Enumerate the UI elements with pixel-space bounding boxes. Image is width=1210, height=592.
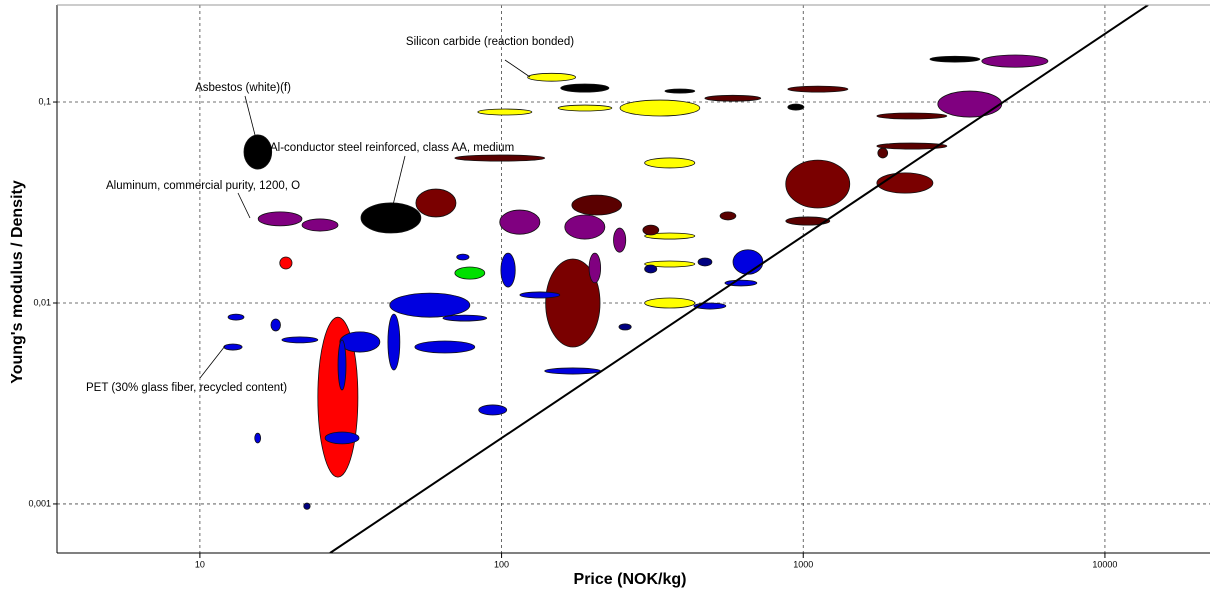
material-ellipse (303, 502, 311, 510)
material-ellipse (324, 431, 360, 445)
material-ellipse (618, 323, 632, 331)
material-ellipse (557, 104, 613, 112)
material-ellipse (876, 172, 934, 194)
leader-line (237, 192, 251, 219)
material-ellipse (257, 211, 303, 227)
material-ellipse (519, 291, 561, 299)
material-ellipse (387, 313, 401, 371)
y-tick-label: 0,001 (28, 498, 51, 508)
leader-line (392, 155, 406, 206)
material-ellipse (619, 99, 701, 117)
material-ellipse (787, 103, 805, 111)
material-ellipse (644, 264, 658, 274)
leader-line (199, 345, 226, 379)
material-ellipse (981, 54, 1049, 68)
material-ellipse (929, 55, 981, 63)
material-ellipse (876, 112, 948, 120)
x-tick-label: 10000 (1092, 559, 1117, 569)
y-tick-label: 0,1 (38, 96, 51, 106)
material-ellipse (454, 154, 546, 162)
x-axis-title: Price (NOK/kg) (574, 571, 687, 588)
material-ellipse (254, 432, 262, 444)
material-ellipse (500, 252, 516, 288)
annotations: Silicon carbide (reaction bonded) Asbesto… (86, 36, 574, 394)
x-tick-label: 10 (195, 559, 205, 569)
material-ellipse (560, 83, 610, 93)
material-ellipse (454, 266, 486, 280)
y-axis-title: Young's modulus / Density (9, 180, 26, 384)
material-ellipse (389, 292, 471, 318)
material-ellipse (697, 257, 713, 267)
material-ellipse (644, 260, 696, 268)
guideline (329, 5, 1149, 553)
material-ellipse (642, 224, 660, 236)
material-ellipse (644, 297, 696, 309)
material-ellipse (571, 194, 623, 216)
material-ellipse (360, 202, 422, 234)
material-ellipse (719, 211, 737, 221)
material-ellipse (588, 252, 602, 284)
material-ellipse (456, 253, 470, 261)
x-tick-label: 100 (494, 559, 509, 569)
material-ellipse (876, 142, 948, 150)
material-ellipse (877, 147, 889, 159)
material-ellipse (785, 159, 851, 209)
material-ellipse (301, 218, 339, 232)
material-ellipse (415, 188, 457, 218)
material-ellipse (339, 331, 381, 353)
annotation: Al-conductor steel reinforced, class AA,… (270, 142, 514, 154)
material-ellipse (478, 404, 508, 416)
material-ellipse (270, 318, 281, 332)
material-ellipse (223, 343, 243, 351)
material-ellipse (704, 94, 762, 102)
material-ellipse (785, 216, 831, 226)
material-ellipse (527, 72, 577, 82)
material-ellipse (243, 134, 273, 170)
material-ellipse (442, 314, 488, 322)
material-ellipse (787, 85, 849, 93)
material-ellipse (337, 339, 347, 391)
material-ellipse (279, 256, 293, 270)
plot-area (223, 5, 1149, 553)
material-ellipse (564, 214, 606, 240)
material-ellipse (644, 157, 696, 169)
material-ellipse (545, 258, 601, 348)
material-ellipse (414, 340, 476, 354)
leader-line (244, 95, 256, 136)
x-tick-label: 1000 (793, 559, 813, 569)
material-ellipse (227, 313, 245, 321)
material-ellipse (732, 249, 764, 275)
material-ellipse (477, 108, 533, 116)
material-ellipse (613, 227, 627, 253)
annotation: Asbestos (white)(f) (195, 82, 291, 94)
material-ellipse (724, 279, 758, 287)
annotation: Silicon carbide (reaction bonded) (406, 36, 574, 48)
annotation: PET (30% glass fiber, recycled content) (86, 382, 287, 394)
material-ellipse (664, 88, 696, 94)
material-ellipse (644, 232, 696, 240)
annotation: Aluminum, commercial purity, 1200, O (106, 180, 300, 192)
material-ellipse (544, 367, 602, 375)
material-ellipse (281, 336, 319, 344)
leader-line (504, 59, 531, 78)
material-ellipse (499, 209, 541, 235)
y-tick-label: 0,01 (33, 297, 51, 307)
material-ellipse (937, 90, 1003, 118)
